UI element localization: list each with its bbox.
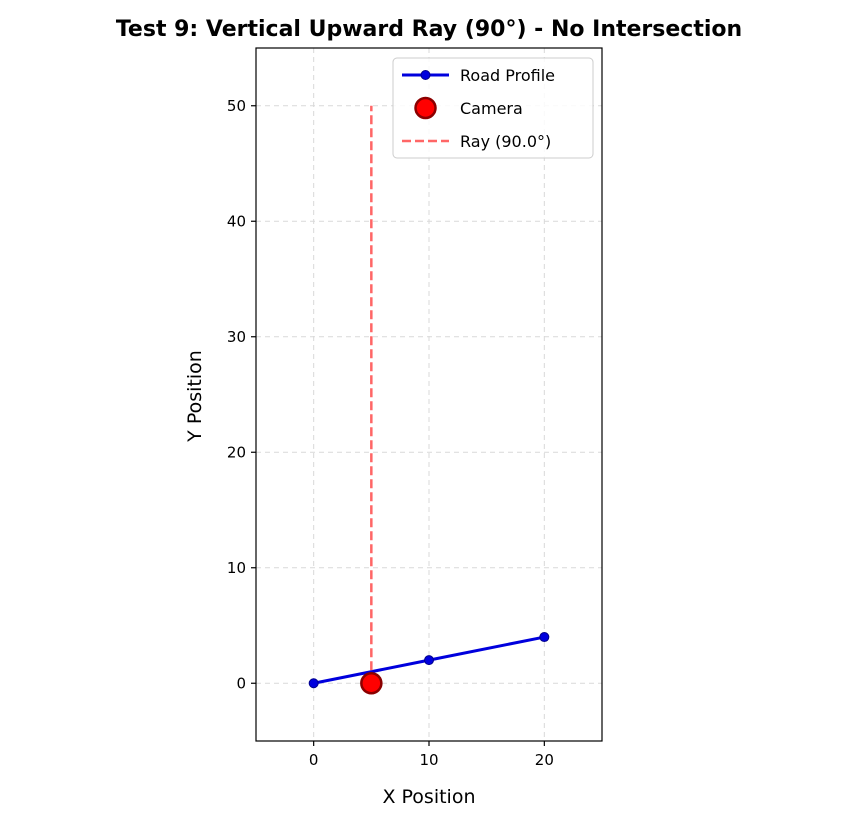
- legend-box: [392, 57, 594, 159]
- y-tick-label: 40: [227, 212, 246, 230]
- x-axis-label: X Position: [382, 786, 475, 808]
- legend-label: Road Profile: [460, 66, 555, 85]
- plot-area: [308, 105, 550, 695]
- legend-swatch-camera: [414, 96, 437, 120]
- y-tick-label: 50: [227, 97, 246, 115]
- x-tick-label: 20: [535, 751, 554, 769]
- legend-label: Camera: [460, 99, 523, 118]
- legend-label: Ray (90.0°): [460, 132, 551, 151]
- y-tick-label: 0: [236, 674, 246, 692]
- y-tick-label: 10: [227, 559, 246, 577]
- x-tick-label: 0: [309, 751, 319, 769]
- y-tick-label: 30: [227, 328, 246, 346]
- road-profile-point: [308, 678, 319, 689]
- y-axis-label: Y Position: [184, 350, 206, 443]
- camera-marker: [360, 672, 383, 695]
- road-profile-point: [539, 632, 550, 643]
- legend: Road Profile Camera Ray (90.0°): [392, 57, 594, 159]
- chart-title: Test 9: Vertical Upward Ray (90°) - No I…: [116, 17, 742, 42]
- road-profile-point: [424, 655, 434, 666]
- legend-swatch-road-profile-marker: [420, 70, 431, 80]
- ticks: 0 10 20 0 10 20 30 40 50: [227, 97, 554, 769]
- x-tick-label: 10: [419, 751, 438, 769]
- y-tick-label: 20: [227, 443, 246, 461]
